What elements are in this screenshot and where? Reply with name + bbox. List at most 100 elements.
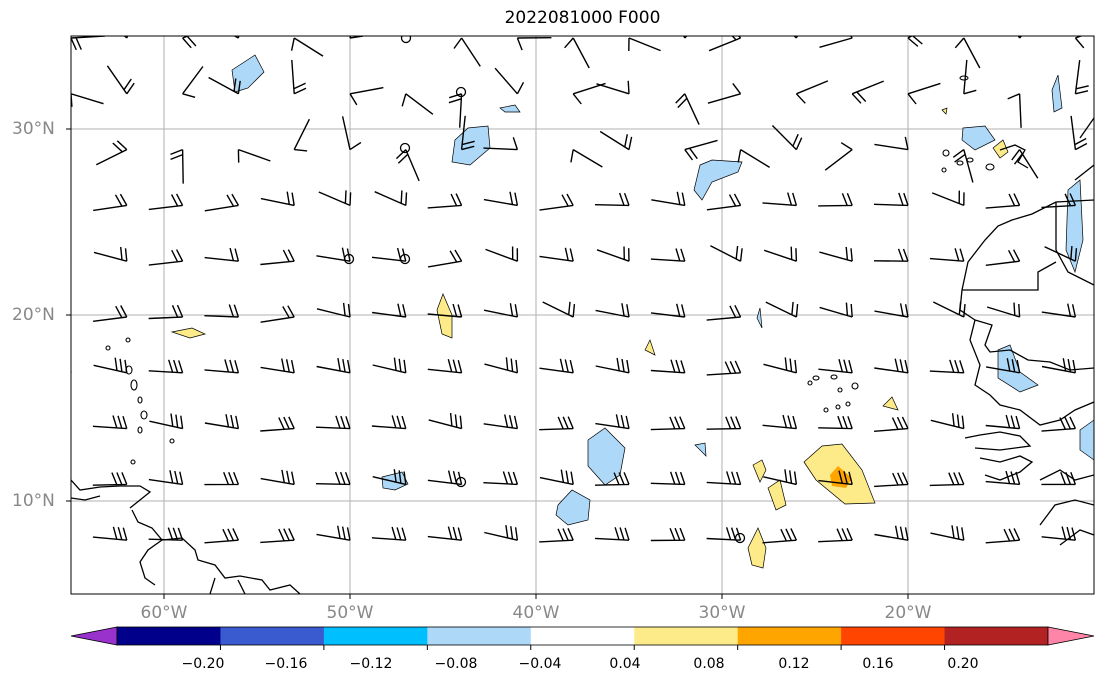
wind-barb	[818, 415, 853, 430]
calm-markers	[343, 36, 746, 544]
wind-barb	[595, 303, 630, 318]
wind-barb	[71, 366, 72, 373]
wind-barb	[985, 358, 1021, 374]
wind-barb	[148, 249, 184, 266]
wind-barb	[594, 472, 630, 486]
wind-barb	[737, 149, 770, 168]
wind-barb	[874, 358, 909, 374]
wind-barb	[483, 414, 519, 430]
wind-barb	[932, 301, 966, 318]
wind-barb	[148, 359, 184, 374]
wind-barb	[706, 471, 742, 486]
wind-barb	[599, 130, 633, 151]
wind-barb	[260, 358, 295, 374]
wind-barb	[771, 125, 803, 151]
wind-barb	[763, 469, 798, 486]
wind-barb	[596, 80, 630, 95]
negative-areas	[231, 54, 1094, 526]
wind-barb	[570, 148, 603, 168]
wind-barb	[92, 415, 128, 430]
wind-barb	[453, 37, 481, 67]
wind-barb	[907, 82, 941, 105]
colorbar-segment	[944, 627, 1049, 645]
wind-barb	[650, 359, 686, 374]
wind-barb	[650, 471, 686, 486]
wind-barb	[427, 470, 463, 486]
colorbar-tick-label: 0.20	[947, 656, 979, 672]
wind-barb	[71, 148, 72, 151]
wind-barb	[819, 302, 853, 318]
wind-barb	[316, 357, 351, 374]
wind-barb	[427, 249, 463, 268]
lon-label-60w: 60°W	[140, 603, 188, 623]
wind-barb	[1041, 471, 1077, 486]
wind-barb	[148, 527, 184, 541]
wind-barb	[795, 80, 829, 104]
wind-barb	[824, 142, 853, 171]
wind-barb	[706, 416, 742, 430]
wind-barb	[952, 149, 974, 183]
wind-barb	[873, 248, 909, 262]
wind-barb	[315, 415, 351, 430]
wind-barb	[596, 246, 630, 262]
wind-barbs	[71, 36, 1089, 544]
wind-barb	[985, 414, 1021, 430]
wind-barb	[1011, 149, 1039, 179]
wind-barb	[873, 192, 909, 207]
wind-barb	[851, 80, 884, 104]
wind-barb	[930, 525, 965, 541]
wind-barb	[316, 302, 351, 318]
wind-barb	[237, 148, 271, 163]
colorbar-segment	[737, 627, 842, 645]
wind-barb	[542, 301, 576, 318]
wind-barb	[401, 93, 434, 115]
wind-barb	[260, 469, 295, 486]
wind-barb	[819, 246, 853, 262]
wind-barb	[874, 472, 909, 488]
wind-barb	[494, 67, 525, 95]
wind-barb	[71, 203, 72, 207]
wind-barb	[708, 36, 742, 52]
wind-barb	[572, 82, 606, 105]
wind-barb	[874, 136, 909, 151]
lon-label-20w: 20°W	[884, 603, 932, 623]
lat-label-30n: 30°N	[12, 119, 55, 139]
wind-barb	[818, 470, 853, 486]
colorbar-tick-label: 0.08	[693, 656, 725, 672]
wind-barb	[985, 528, 1021, 544]
wind-barb	[371, 247, 407, 262]
wind-barb	[539, 193, 574, 211]
wind-barb	[448, 93, 463, 128]
wind-barb	[204, 304, 240, 318]
wind-barb	[71, 93, 104, 107]
wind-barb	[986, 302, 1021, 318]
wind-barb	[428, 413, 463, 430]
wind-barb	[427, 526, 463, 541]
wind-barb	[765, 301, 799, 318]
colorbar-tick-label: −0.04	[518, 656, 562, 672]
wind-barb	[182, 36, 197, 49]
wind-barb	[315, 471, 351, 486]
wind-barb	[71, 537, 72, 541]
wind-barb	[907, 36, 923, 47]
wind-barb	[675, 93, 700, 125]
wind-barb	[291, 59, 307, 95]
wind-barb	[204, 359, 240, 374]
wind-barb	[93, 305, 128, 322]
wind-barb	[148, 470, 184, 486]
wind-barb	[874, 303, 909, 318]
wind-barb	[1007, 93, 1022, 128]
wind-barb	[71, 426, 72, 429]
wind-barb	[395, 149, 420, 182]
wind-barb	[931, 190, 965, 207]
wind-barb	[372, 303, 407, 318]
wind-barb	[793, 36, 798, 39]
islands	[105, 75, 995, 465]
wind-barb	[93, 246, 128, 262]
wind-barb	[371, 415, 407, 430]
wind-barb	[762, 528, 798, 544]
wind-barb	[372, 469, 407, 486]
wind-barb	[1041, 358, 1077, 374]
wind-barb	[539, 416, 574, 431]
